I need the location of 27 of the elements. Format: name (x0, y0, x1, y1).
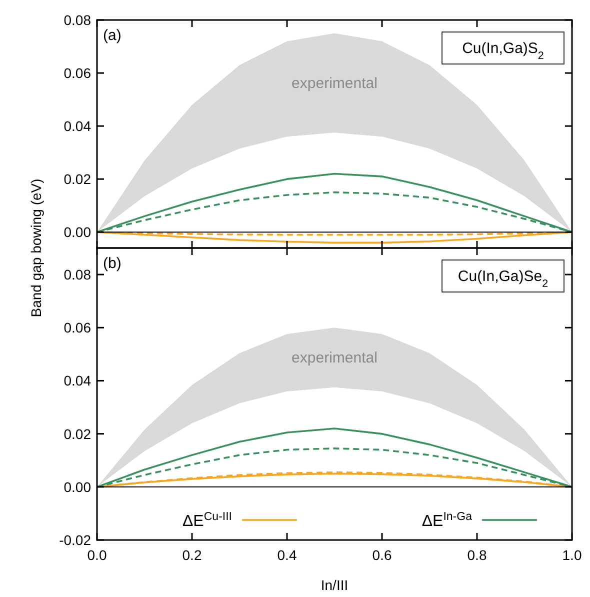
annotation: (b) (103, 255, 122, 272)
y-tick-label: 0.04 (64, 372, 92, 389)
text: experimental (292, 74, 378, 92)
annotation: Cu(In,Ga)S$_{2}$ (462, 40, 544, 62)
x-tick-label: 0.6 (372, 547, 392, 563)
text: experimental (292, 350, 378, 366)
y-tick-label: 0.08 (64, 12, 92, 28)
y-tick-label: 0.06 (64, 320, 92, 336)
y-tick-label: 0.04 (64, 118, 92, 134)
legend-label: ΔE$^{In-Ga}$ (422, 511, 473, 530)
y-tick-label: 0.00 (64, 224, 92, 240)
x-tick-label: 0.8 (467, 547, 487, 563)
y-tick-label: -0.02 (59, 532, 92, 548)
annotation: Cu(In,Ga)Se$_{2}$ (458, 268, 548, 290)
x-tick-label: 1.0 (562, 547, 582, 563)
x-tick-label: 0.4 (277, 547, 297, 563)
legend-label: ΔE$^{Cu-III}$ (182, 511, 232, 530)
y-tick-label: 0.00 (64, 478, 92, 495)
x-tick-label: 0.0 (87, 547, 107, 563)
y-axis-title: Band gap bowing (eV) (28, 178, 44, 318)
x-tick-label: 0.2 (182, 547, 202, 563)
y-tick-label: 0.02 (64, 171, 92, 188)
y-tick-label: 0.06 (64, 65, 92, 82)
y-tick-label: 0.08 (64, 266, 92, 283)
annotation: (a) (103, 27, 122, 44)
y-tick-label: 0.02 (64, 426, 92, 442)
x-axis-title: In/III (320, 577, 348, 593)
